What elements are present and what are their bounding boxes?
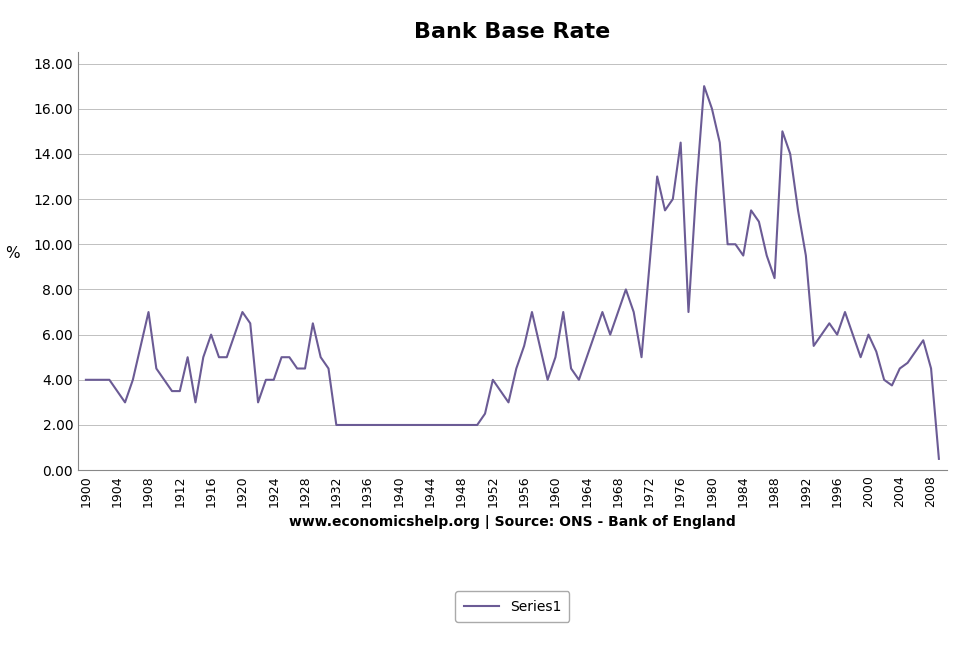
Series1 [698, 82, 710, 90]
X-axis label: www.economicshelp.org | Source: ONS - Bank of England: www.economicshelp.org | Source: ONS - Ba… [289, 515, 736, 529]
Series1 [933, 455, 945, 463]
Y-axis label: %: % [6, 246, 20, 261]
Series1 [682, 308, 694, 316]
Line: Series1: Series1 [86, 86, 939, 459]
Series1 [471, 421, 483, 429]
Series1 [886, 381, 898, 389]
Series1 [331, 421, 343, 429]
Title: Bank Base Rate: Bank Base Rate [414, 22, 611, 42]
Series1 [80, 376, 92, 384]
Legend: Series1: Series1 [456, 592, 569, 622]
Series1 [917, 336, 929, 344]
Series1 [495, 387, 507, 395]
